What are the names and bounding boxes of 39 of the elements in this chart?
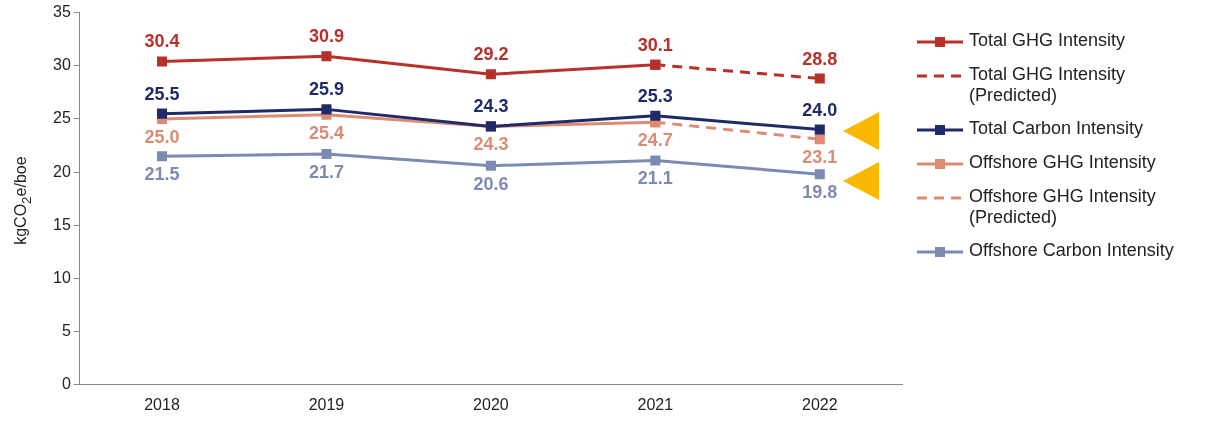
data-label: 25.3 xyxy=(637,85,673,106)
x-tick-label: 2022 xyxy=(801,395,838,413)
data-label: 25.9 xyxy=(308,79,344,100)
data-label: 30.1 xyxy=(637,34,673,55)
y-tick-label: 0 xyxy=(61,375,71,393)
legend-label: Offshore GHG Intensity (Predicted) xyxy=(969,186,1157,228)
y-tick-label: 25 xyxy=(53,109,71,127)
legend-label: Total Carbon Intensity xyxy=(969,118,1144,139)
x-tick-label: 2018 xyxy=(144,395,180,413)
data-label: 25.0 xyxy=(144,126,180,147)
data-label: 21.5 xyxy=(144,164,180,185)
data-label: 24.3 xyxy=(473,134,509,155)
data-label: 21.7 xyxy=(308,162,344,182)
data-label: 20.6 xyxy=(473,173,509,194)
y-tick-label: 10 xyxy=(53,268,71,286)
data-label: 25.4 xyxy=(308,122,344,143)
y-tick-label: 20 xyxy=(53,162,71,180)
data-label: 29.2 xyxy=(473,44,509,65)
data-label: 19.8 xyxy=(802,182,838,203)
data-label: 28.8 xyxy=(802,48,838,69)
legend-label: Offshore Carbon Intensity xyxy=(969,240,1174,261)
data-label: 25.5 xyxy=(144,83,180,104)
y-tick-label: 35 xyxy=(53,3,71,21)
data-label: 30.4 xyxy=(144,31,180,52)
data-label: 23.1 xyxy=(802,147,838,168)
legend-label: Offshore GHG Intensity xyxy=(969,152,1156,173)
data-label: 21.1 xyxy=(637,168,673,189)
x-tick-label: 2021 xyxy=(637,395,674,413)
data-label: 24.3 xyxy=(473,96,509,117)
x-tick-label: 2019 xyxy=(308,395,345,413)
data-label: 24.7 xyxy=(637,130,673,151)
y-tick-label: 30 xyxy=(53,56,71,74)
legend-label: Total GHG Intensity xyxy=(969,30,1126,51)
y-tick-label: 15 xyxy=(53,215,71,233)
y-tick-label: 5 xyxy=(61,322,71,340)
data-label: 24.0 xyxy=(802,99,838,120)
data-label: 30.9 xyxy=(308,26,344,47)
legend-label: Total GHG Intensity (Predicted) xyxy=(969,64,1127,106)
x-tick-label: 2020 xyxy=(473,395,509,413)
